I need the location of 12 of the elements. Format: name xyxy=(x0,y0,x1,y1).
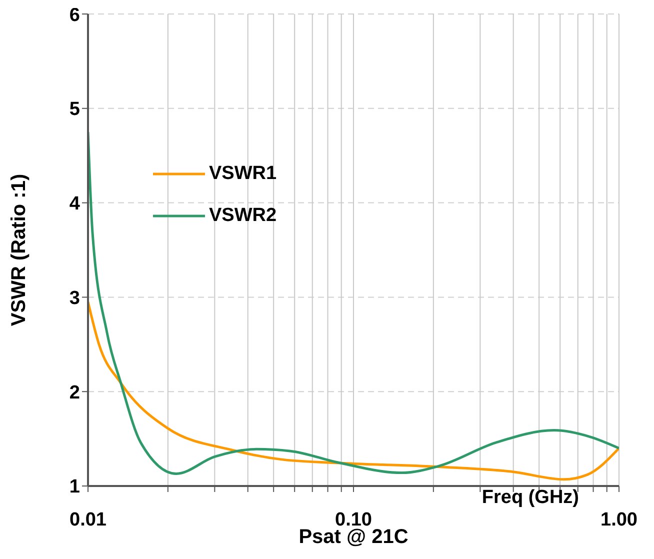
x-axis-title: Psat @ 21C xyxy=(298,526,408,548)
text: Freq (GHz) xyxy=(482,487,579,509)
y-axis-title: VSWR (Ratio :1) xyxy=(8,174,30,326)
y-tick-label: 1 xyxy=(69,476,80,498)
y-tick-label: 2 xyxy=(69,382,80,404)
x-tick-label: 0.01 xyxy=(70,509,107,530)
legend-label: VSWR2 xyxy=(209,205,277,227)
y-tick-label: 3 xyxy=(69,288,80,309)
x-tick-label: 1.00 xyxy=(600,509,638,530)
y-tick-label: 4 xyxy=(69,194,80,215)
legend-label: VSWR1 xyxy=(209,163,277,185)
y-tick-label: 5 xyxy=(69,99,80,120)
